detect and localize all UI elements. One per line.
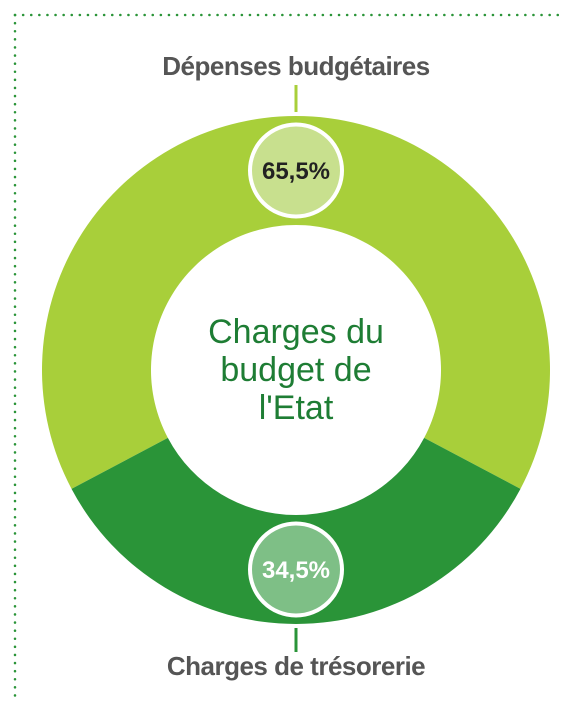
- center-label-box: Charges du budget de l'Etat: [208, 312, 384, 428]
- value-badge: [248, 122, 344, 219]
- donut-segment: [42, 116, 550, 489]
- category-label: Dépenses budgétaires: [162, 51, 429, 81]
- value-label: 34,5%: [262, 557, 330, 584]
- value-label: 65,5%: [262, 158, 330, 185]
- center-label: Charges du budget de l'Etat: [208, 312, 384, 428]
- value-badge: [248, 521, 344, 618]
- category-label: Charges de trésorerie: [167, 651, 425, 681]
